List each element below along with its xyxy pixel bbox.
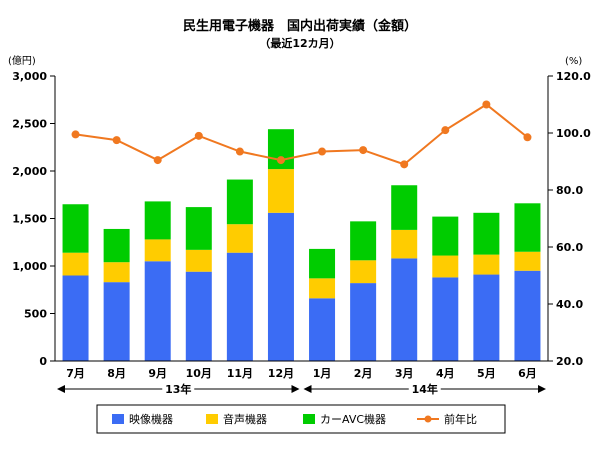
- chart-subtitle: （最近12カ月）: [259, 36, 340, 50]
- bar-video-10: [432, 277, 459, 361]
- yoy-point-12: [523, 133, 532, 142]
- y-right-tick-label: 120.0: [556, 70, 591, 83]
- y-right-tick-label: 40.0: [556, 298, 583, 311]
- bar-audio-5: [226, 224, 253, 253]
- y-right-tick-label: 20.0: [556, 355, 583, 368]
- legend-video-swatch: [112, 414, 124, 424]
- legend: 映像機器 音声機器 カーAVC機器 前年比: [96, 404, 506, 434]
- legend-car-avc-label: カーAVC機器: [320, 412, 386, 426]
- bar-video-12: [514, 270, 541, 361]
- bar-car-avc-8: [350, 221, 377, 261]
- bar-audio-4: [185, 249, 212, 272]
- yoy-line: [75, 103, 529, 166]
- legend-video-label: 映像機器: [129, 412, 173, 426]
- x-tick-label: 8月: [107, 367, 126, 380]
- y-left-tick-label: 500: [24, 308, 47, 321]
- bar-video-11: [473, 274, 500, 361]
- bar-video-9: [391, 258, 418, 361]
- chart-title: 民生用電子機器 国内出荷実績（金額）: [183, 18, 417, 34]
- bar-car-avc-4: [185, 207, 212, 250]
- legend-yoy-label: 前年比: [444, 412, 477, 426]
- y-left-tick-label: 2,000: [12, 165, 47, 178]
- bar-video-4: [185, 271, 212, 361]
- bar-audio-11: [473, 254, 500, 275]
- bar-car-avc-9: [391, 185, 418, 230]
- bar-car-avc-10: [432, 216, 459, 256]
- x-tick-label: 2月: [354, 367, 373, 380]
- y-left-tick-label: 2,500: [12, 118, 47, 131]
- legend-audio-swatch: [206, 414, 218, 424]
- yoy-point-10: [441, 126, 450, 135]
- y-right-tick-label: 60.0: [556, 241, 583, 254]
- bar-audio-12: [514, 251, 541, 271]
- bar-audio-1: [62, 252, 89, 276]
- yoy-point-6: [276, 156, 285, 165]
- y-right-tick-label: 100.0: [556, 127, 591, 140]
- bar-video-3: [144, 261, 171, 361]
- bar-video-2: [103, 282, 130, 361]
- x-tick-label: 11月: [227, 367, 253, 380]
- bar-car-avc-3: [144, 201, 171, 240]
- x-tick-label: 6月: [518, 367, 537, 380]
- yoy-point-2: [112, 136, 121, 145]
- bar-car-avc-7: [309, 248, 336, 279]
- bar-audio-8: [350, 260, 377, 284]
- y-left-tick-label: 0: [39, 355, 47, 368]
- bar-audio-3: [144, 239, 171, 262]
- yoy-point-11: [482, 100, 491, 109]
- yoy-point-4: [194, 131, 203, 140]
- y-right-unit: (%): [565, 56, 582, 67]
- legend-audio-label: 音声機器: [223, 412, 267, 426]
- x-tick-label: 12月: [268, 367, 294, 380]
- x-tick-label: 10月: [186, 367, 212, 380]
- y-left-tick-label: 1,500: [12, 213, 47, 226]
- bar-car-avc-2: [103, 228, 130, 263]
- axes: 0 500 1,000 1,500 2,000 2,500 3,000 20.0 40.0 60.…: [12, 70, 591, 396]
- bar-car-avc-12: [514, 203, 541, 252]
- x-tick-label: 5月: [477, 367, 496, 380]
- plot-area: [62, 100, 541, 361]
- yoy-point-8: [359, 146, 368, 155]
- bar-audio-10: [432, 255, 459, 278]
- bar-car-avc-1: [62, 204, 89, 253]
- year-label: 14年: [412, 382, 438, 396]
- legend-yoy-marker: [424, 415, 432, 423]
- yoy-point-5: [235, 147, 244, 156]
- legend-car-avc-swatch: [303, 414, 315, 424]
- yoy-point-7: [318, 147, 327, 156]
- y-right-tick-label: 80.0: [556, 184, 583, 197]
- yoy-point-9: [400, 160, 409, 169]
- y-left-unit: (億円): [8, 54, 36, 67]
- bar-car-avc-5: [226, 179, 253, 225]
- y-left-tick-label: 3,000: [12, 70, 47, 83]
- bar-video-5: [226, 252, 253, 361]
- year-label: 13年: [165, 382, 191, 396]
- yoy-point-3: [153, 156, 162, 165]
- bar-audio-2: [103, 262, 130, 283]
- x-tick-label: 1月: [313, 367, 332, 380]
- x-tick-label: 3月: [395, 367, 414, 380]
- bar-video-7: [309, 298, 336, 361]
- y-left-tick-label: 1,000: [12, 260, 47, 273]
- bar-video-1: [62, 275, 89, 361]
- x-tick-label: 7月: [66, 367, 85, 380]
- x-tick-label: 9月: [148, 367, 167, 380]
- bar-audio-6: [267, 169, 294, 213]
- yoy-point-1: [71, 130, 80, 139]
- x-tick-label: 4月: [436, 367, 455, 380]
- bar-video-8: [350, 283, 377, 361]
- bar-car-avc-11: [473, 212, 500, 255]
- bar-video-6: [267, 212, 294, 361]
- bar-audio-9: [391, 229, 418, 259]
- bar-audio-7: [309, 278, 336, 299]
